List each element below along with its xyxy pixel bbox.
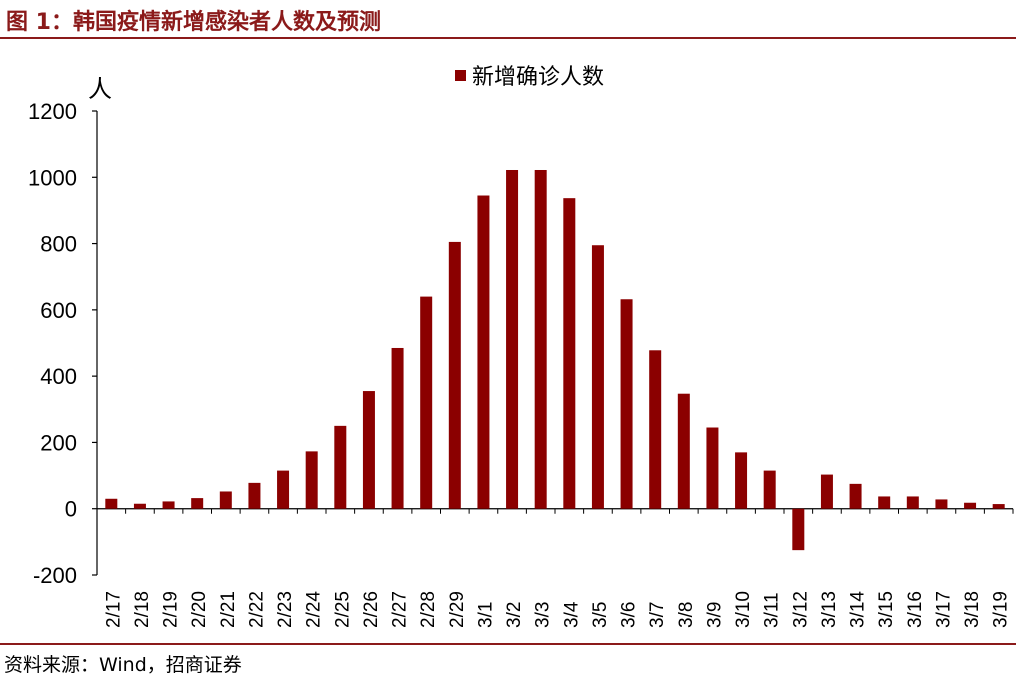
x-tick-label: 3/13: [819, 591, 840, 628]
bar: [506, 169, 519, 509]
x-tick-label: 3/16: [905, 591, 926, 628]
x-tick-label: 3/10: [733, 591, 754, 628]
bar: [706, 427, 719, 509]
bar: [191, 498, 204, 509]
x-tick-label: 2/17: [103, 591, 124, 628]
x-tick-label: 2/27: [390, 591, 411, 628]
x-tick-label: 3/8: [676, 602, 697, 628]
x-tick-label: 2/23: [275, 591, 296, 628]
bar: [935, 499, 948, 509]
title-divider: [0, 37, 1016, 39]
y-tick-label: 800: [40, 232, 77, 257]
x-tick-label: 2/26: [361, 591, 382, 628]
y-axis-label: 人: [88, 76, 112, 103]
x-tick-label: 2/21: [218, 591, 239, 628]
bar: [391, 347, 404, 509]
source-note: 资料来源：Wind，招商证券: [4, 654, 242, 676]
x-tick-label: 3/9: [704, 602, 725, 628]
bar: [591, 245, 604, 509]
bar: [277, 470, 290, 509]
bar: [906, 496, 919, 509]
y-tick-label: 400: [40, 364, 77, 389]
x-tick-label: 3/14: [848, 591, 869, 628]
bar: [763, 470, 776, 509]
x-tick-label: 3/6: [619, 602, 640, 628]
figure-title: 图 1：韩国疫情新增感染者人数及预测: [6, 10, 381, 35]
x-tick-label: 3/11: [762, 592, 783, 628]
bars: [105, 169, 1005, 551]
x-tick-label: 3/17: [933, 591, 954, 628]
y-tick-label: 0: [65, 497, 77, 522]
bar: [534, 169, 547, 509]
x-tick-label: 3/3: [533, 602, 554, 628]
legend: 新增确诊人数: [455, 65, 604, 90]
bar: [992, 504, 1005, 509]
x-axis: 2/17 2/18 2/19 2/20 2/21 2/22 2/23 2/24 2/25 2/26…: [97, 508, 1014, 628]
y-tick-label: -200: [33, 563, 77, 588]
bar: [105, 498, 118, 509]
bar: [448, 241, 461, 509]
y-tick-label: 1000: [28, 165, 77, 190]
bar: [649, 350, 662, 509]
x-tick-label: 3/4: [561, 601, 582, 628]
legend-swatch: [455, 70, 466, 81]
legend-label: 新增确诊人数: [472, 65, 604, 90]
x-tick-label: 2/25: [332, 591, 353, 628]
bar: [735, 452, 748, 509]
y-axis: -200 0 200 400 600 800 1000 1200: [28, 99, 98, 588]
bar: [248, 482, 261, 509]
bar: [849, 483, 862, 509]
bar: [620, 299, 633, 509]
bar: [334, 425, 347, 509]
bar: [162, 501, 175, 509]
x-tick-label: 2/29: [447, 591, 468, 628]
x-tick-label: 3/15: [876, 591, 897, 628]
x-tick-label: 3/2: [504, 602, 525, 628]
bar: [563, 198, 576, 509]
bar: [677, 393, 690, 509]
x-tick-label: 2/24: [304, 591, 325, 628]
x-tick-label: 2/19: [161, 591, 182, 628]
bar: [362, 391, 375, 509]
bar: [219, 491, 232, 509]
bar: [820, 474, 833, 509]
x-tick-label: 3/12: [790, 591, 811, 628]
bar: [133, 503, 146, 509]
bar: [792, 508, 805, 551]
x-tick-label: 2/18: [132, 591, 153, 628]
y-tick-label: 1200: [28, 99, 77, 124]
y-tick-label: 200: [40, 430, 77, 455]
bar: [477, 195, 490, 509]
bar: [305, 451, 318, 509]
x-tick-label: 3/18: [962, 591, 983, 628]
y-tick-label: 600: [40, 298, 77, 323]
x-tick-label: 3/1: [475, 602, 496, 628]
x-tick-label: 2/22: [246, 591, 267, 628]
source-divider: [0, 643, 1016, 645]
x-tick-label: 2/28: [418, 591, 439, 628]
bar: [964, 502, 977, 509]
x-tick-label: 3/5: [590, 602, 611, 628]
x-tick-label: 2/20: [189, 591, 210, 628]
x-tick-label: 3/7: [647, 602, 668, 628]
bar: [878, 496, 891, 509]
x-tick-label: 3/19: [991, 591, 1012, 628]
bar: [420, 296, 433, 509]
